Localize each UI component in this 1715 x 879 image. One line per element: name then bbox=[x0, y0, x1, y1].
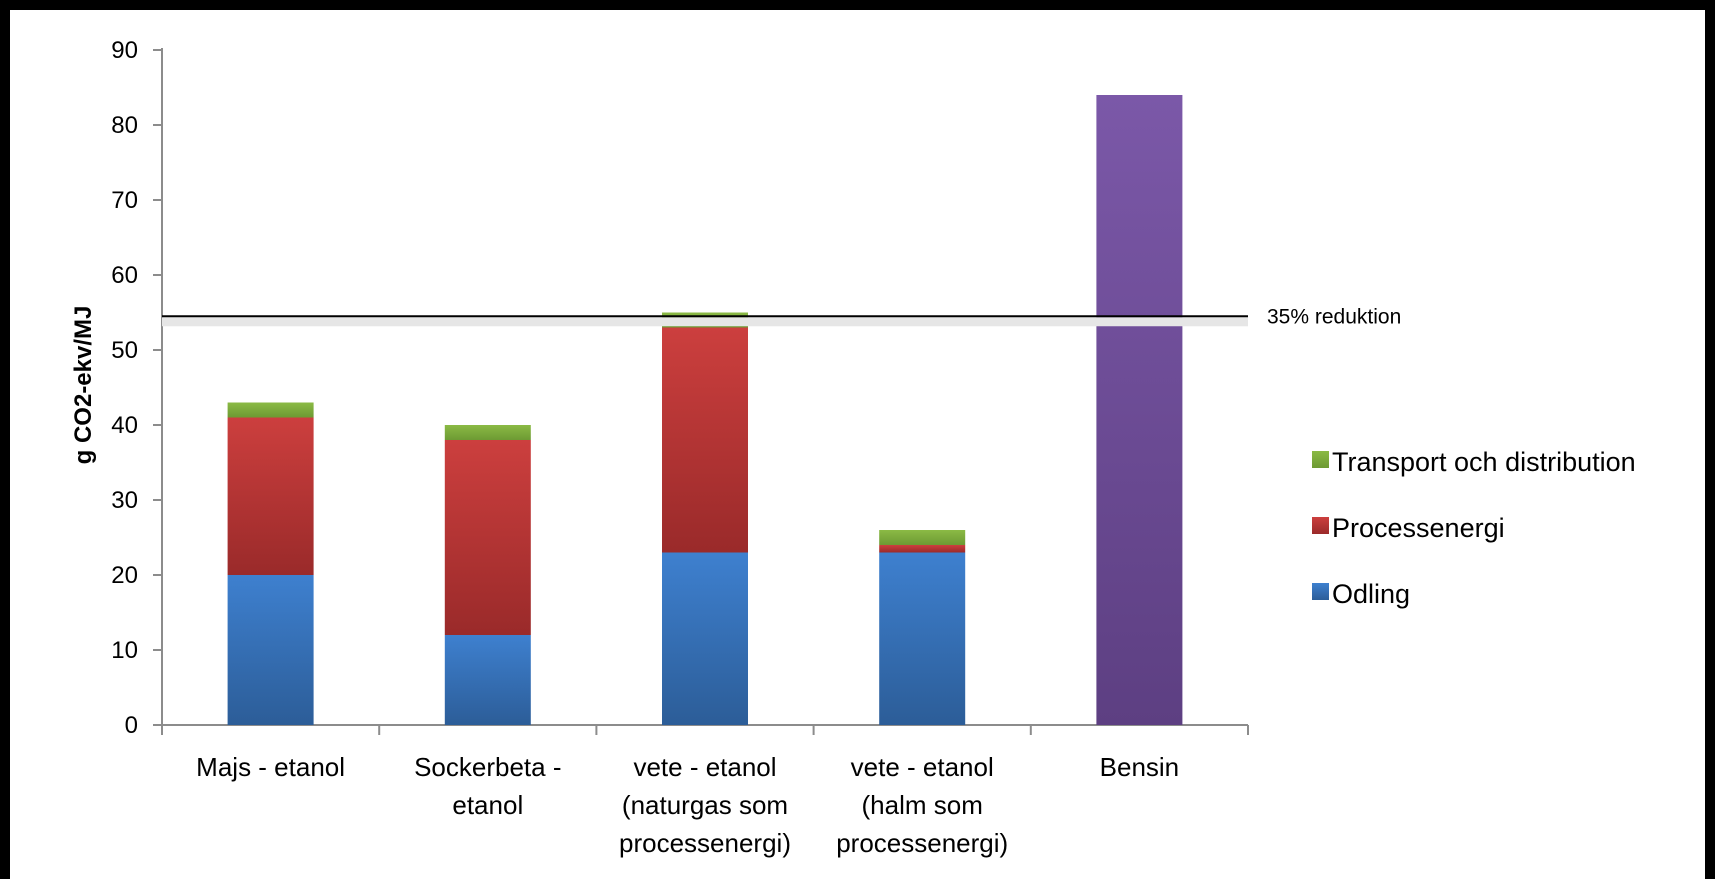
y-axis-title: g CO2-ekv/MJ bbox=[70, 306, 97, 465]
x-tick-label: vete - etanol (naturgas som processenergi) bbox=[619, 752, 791, 858]
legend-label: Processenergi bbox=[1332, 513, 1505, 543]
bar-segment-odling bbox=[444, 635, 531, 725]
axes: 0 10 20 30 40 50 60 70 80 90 g CO2-ekv/MJ Majs - et… bbox=[70, 37, 1249, 858]
x-tick-label: Sockerbeta -etanol bbox=[414, 752, 561, 820]
y-tick-label: 70 bbox=[111, 187, 138, 214]
y-tick-label: 20 bbox=[111, 562, 138, 589]
y-tick-label: 90 bbox=[111, 37, 138, 64]
legend-swatch bbox=[1312, 583, 1329, 600]
reference-line-label: 35% reduktion bbox=[1267, 305, 1401, 328]
y-tick-label: 50 bbox=[111, 337, 138, 364]
x-tick-label: Bensin bbox=[1100, 752, 1180, 782]
bar-segment-odling bbox=[879, 552, 966, 725]
y-tick-label: 40 bbox=[111, 412, 138, 439]
y-tick-label: 10 bbox=[111, 637, 138, 664]
bar-segment-transport-och-distribution bbox=[227, 402, 314, 418]
legend-label: Transport och distribution bbox=[1332, 447, 1636, 477]
x-tick-label: Majs - etanol bbox=[196, 752, 345, 782]
bar-segment-transport-och-distribution bbox=[879, 530, 966, 545]
y-tick-label: 30 bbox=[111, 487, 138, 514]
legend: Transport och distribution Processenergi O… bbox=[1312, 447, 1636, 609]
legend-swatch bbox=[1312, 451, 1329, 468]
y-tick-label: 0 bbox=[125, 712, 138, 739]
bar-segment-processenergi bbox=[444, 440, 531, 635]
legend-swatch bbox=[1312, 517, 1329, 534]
y-tick-label: 80 bbox=[111, 112, 138, 139]
bar-segment-odling bbox=[662, 552, 748, 725]
bars bbox=[227, 95, 1183, 725]
y-tick-label: 60 bbox=[111, 262, 138, 289]
bar-segment-processenergi bbox=[227, 417, 314, 575]
bar-segment-transport-och-distribution bbox=[444, 425, 531, 440]
bar-segment-odling bbox=[227, 575, 314, 725]
bar-segment-series-3 bbox=[1096, 95, 1183, 725]
x-tick-label: vete - etanol (halm som processenergi) bbox=[836, 752, 1008, 858]
legend-label: Odling bbox=[1332, 579, 1410, 609]
reference-line-shadow bbox=[162, 317, 1248, 327]
reference-line-group: 35% reduktion bbox=[162, 305, 1401, 328]
bar-segment-processenergi bbox=[662, 327, 748, 553]
bar-segment-processenergi bbox=[879, 545, 966, 553]
